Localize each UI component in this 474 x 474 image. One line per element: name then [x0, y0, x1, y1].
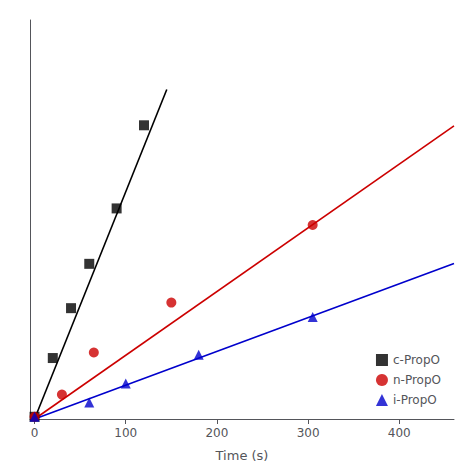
svg-text:Time (s): Time (s): [215, 448, 269, 463]
svg-text:400: 400: [388, 426, 411, 440]
svg-text:n-PropO: n-PropO: [393, 373, 441, 387]
svg-text:300: 300: [297, 426, 320, 440]
svg-text:200: 200: [205, 426, 228, 440]
svg-text:0: 0: [31, 426, 39, 440]
svg-text:c-PropO: c-PropO: [393, 353, 440, 367]
svg-text:i-PropO: i-PropO: [393, 393, 437, 407]
svg-text:100: 100: [114, 426, 137, 440]
